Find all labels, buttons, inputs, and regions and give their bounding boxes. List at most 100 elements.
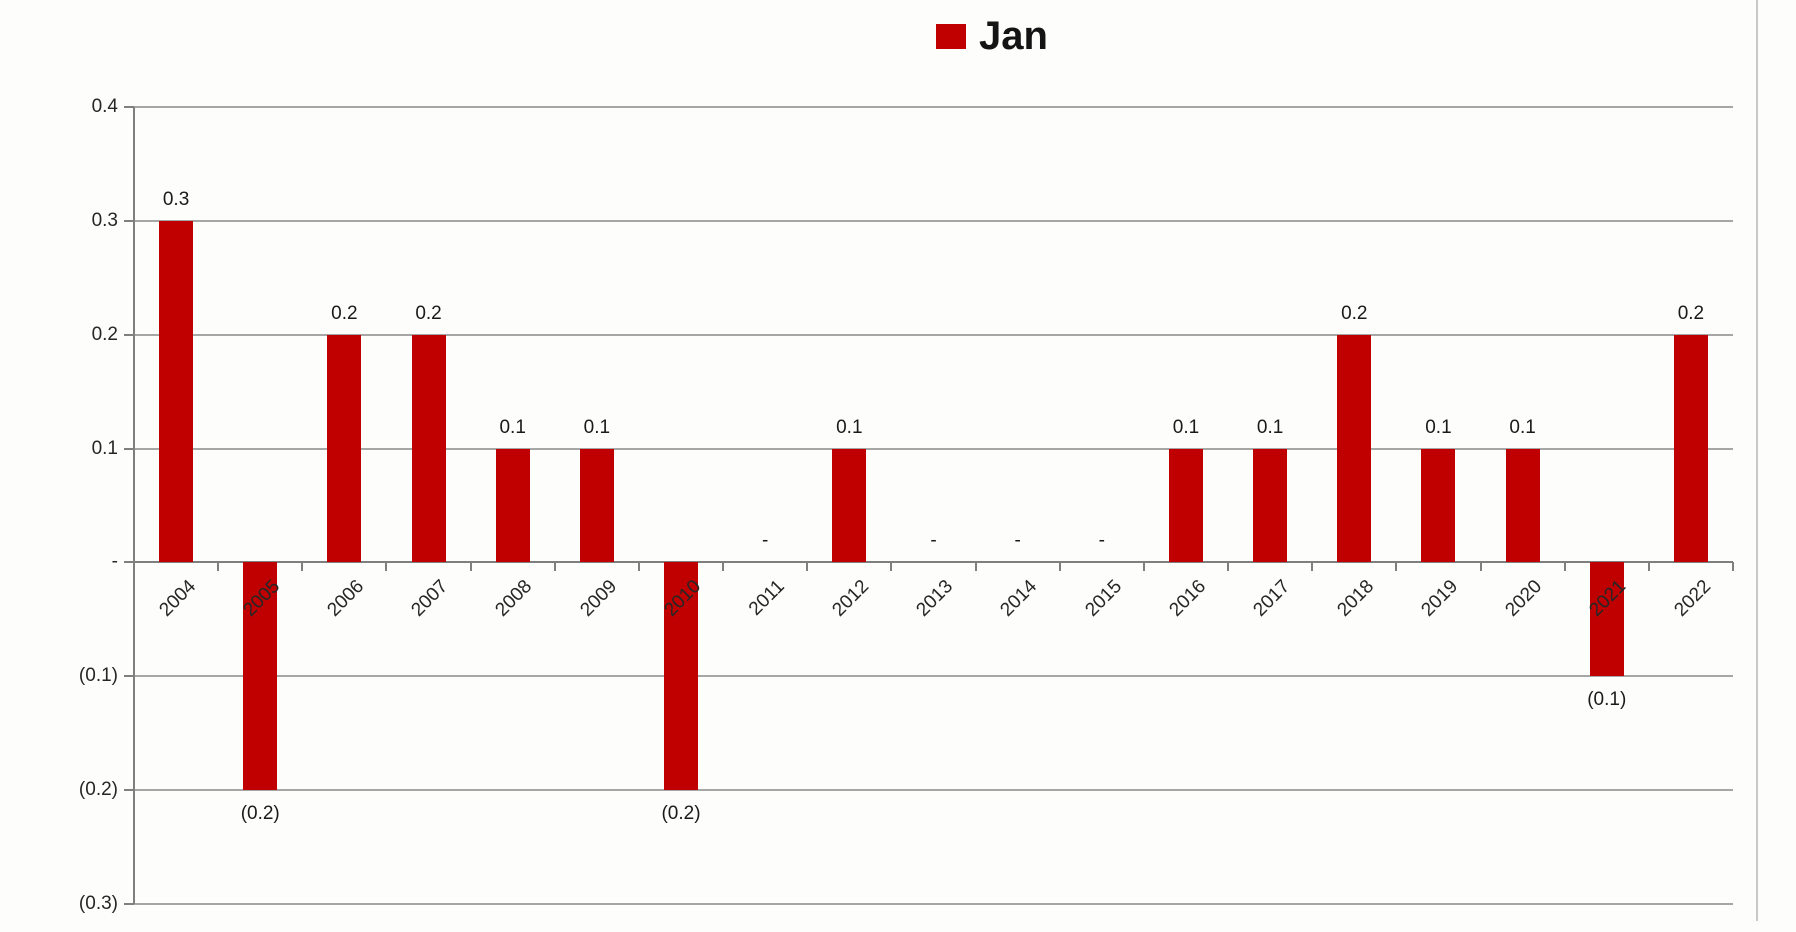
y-axis-tick — [124, 675, 134, 678]
chart-legend: Jan — [936, 16, 1048, 56]
y-axis-line — [133, 107, 135, 904]
x-axis-tick — [133, 562, 135, 572]
x-axis-category-label: 2013 — [912, 576, 958, 622]
x-axis-tick — [1479, 562, 1482, 572]
data-label: 0.1 — [836, 416, 863, 438]
x-axis-tick — [553, 562, 556, 572]
x-axis-category-label: 2011 — [745, 576, 790, 621]
data-label: 0.2 — [331, 302, 358, 324]
data-label: 0.1 — [1509, 416, 1536, 438]
data-label: 0.2 — [1677, 302, 1705, 324]
bar-2012 — [832, 448, 867, 563]
x-axis-category-label: 2018 — [1333, 576, 1379, 622]
x-axis-category-label: 2019 — [1417, 576, 1463, 622]
data-label: - — [1014, 530, 1021, 552]
bar-2010 — [664, 562, 699, 791]
y-axis-tick — [124, 903, 134, 905]
x-axis-tick — [974, 562, 977, 572]
bar-2007 — [411, 334, 446, 563]
x-axis-category-label: 2009 — [575, 576, 621, 622]
gridline — [134, 903, 1733, 905]
x-axis-tick — [1732, 562, 1734, 572]
x-axis-tick — [1647, 562, 1650, 572]
x-axis-tick — [1395, 562, 1398, 572]
y-axis-tick — [124, 561, 134, 564]
bar-2009 — [579, 448, 614, 563]
x-axis-tick — [385, 562, 388, 572]
x-axis-line — [134, 561, 1733, 564]
y-axis-label: (0.1) — [78, 665, 118, 687]
x-axis-category-label: 2022 — [1670, 576, 1715, 622]
gridline — [134, 219, 1733, 222]
data-label: 0.3 — [162, 188, 190, 210]
gridline — [134, 447, 1733, 450]
bar-2016 — [1168, 448, 1203, 563]
x-axis-category-label: 2017 — [1249, 576, 1294, 622]
y-axis-tick — [124, 219, 134, 222]
data-label: - — [762, 530, 769, 552]
bar-2021 — [1589, 562, 1624, 677]
x-axis-tick — [469, 562, 472, 572]
y-axis-label: (0.3) — [78, 893, 118, 914]
y-axis-label: 0.4 — [91, 96, 118, 117]
x-axis-category-label: 2012 — [828, 576, 874, 622]
y-axis-tick — [124, 447, 134, 450]
chart-area-right-border — [1756, 0, 1758, 921]
x-axis-tick — [1227, 562, 1230, 572]
x-axis-category-label: 2008 — [491, 576, 537, 622]
data-label: 0.1 — [1172, 416, 1200, 438]
data-label: 0.1 — [1256, 416, 1284, 438]
data-label: 0.1 — [583, 416, 611, 438]
x-axis-tick — [806, 562, 809, 572]
data-label: 0.2 — [415, 302, 442, 324]
x-axis-category-label: 2004 — [155, 576, 200, 622]
data-label: 0.1 — [499, 416, 526, 438]
data-label: (0.1) — [1587, 689, 1627, 711]
data-label: - — [1098, 530, 1105, 552]
x-axis-tick — [1311, 562, 1314, 572]
data-label: (0.2) — [240, 803, 280, 825]
bar-2005 — [243, 562, 278, 791]
x-axis-tick — [890, 562, 893, 572]
y-axis-label: (0.2) — [78, 779, 118, 801]
gridline — [134, 675, 1733, 678]
data-label: (0.2) — [661, 803, 701, 825]
y-axis-tick — [124, 106, 134, 108]
bar-2008 — [495, 448, 530, 563]
x-axis-category-label: 2006 — [323, 576, 369, 622]
x-axis-category-label: 2020 — [1501, 576, 1547, 622]
x-axis-category-label: 2015 — [1080, 576, 1126, 622]
y-axis-label: 0.1 — [91, 437, 118, 459]
bar-2018 — [1337, 334, 1372, 563]
bar-2006 — [327, 334, 362, 563]
bar-2017 — [1253, 448, 1288, 563]
y-axis-tick — [124, 789, 134, 792]
data-label: 0.1 — [1425, 416, 1452, 438]
gridline — [134, 333, 1733, 336]
data-label: 0.2 — [1341, 302, 1368, 324]
x-axis-tick — [1563, 562, 1566, 572]
data-label: - — [930, 530, 937, 552]
bar-2019 — [1421, 448, 1456, 563]
x-axis-category-label: 2014 — [996, 576, 1042, 622]
bar-2022 — [1673, 334, 1708, 563]
bar-2004 — [159, 220, 194, 563]
x-axis-category-label: 2007 — [407, 576, 453, 622]
x-axis-tick — [1142, 562, 1145, 572]
gridline — [134, 789, 1733, 792]
y-axis-label: - — [111, 551, 118, 573]
y-axis-tick — [124, 333, 134, 336]
x-axis-category-label: 2016 — [1165, 576, 1210, 622]
x-axis-tick — [301, 562, 304, 572]
x-axis-tick — [217, 562, 220, 572]
y-axis-label: 0.3 — [91, 209, 118, 231]
bar-2020 — [1505, 448, 1540, 563]
legend-swatch-icon — [936, 23, 966, 49]
gridline — [134, 106, 1733, 108]
x-axis-tick — [722, 562, 725, 572]
x-axis-tick — [1058, 562, 1061, 572]
legend-series-label: Jan — [979, 14, 1048, 58]
x-axis-tick — [637, 562, 640, 572]
